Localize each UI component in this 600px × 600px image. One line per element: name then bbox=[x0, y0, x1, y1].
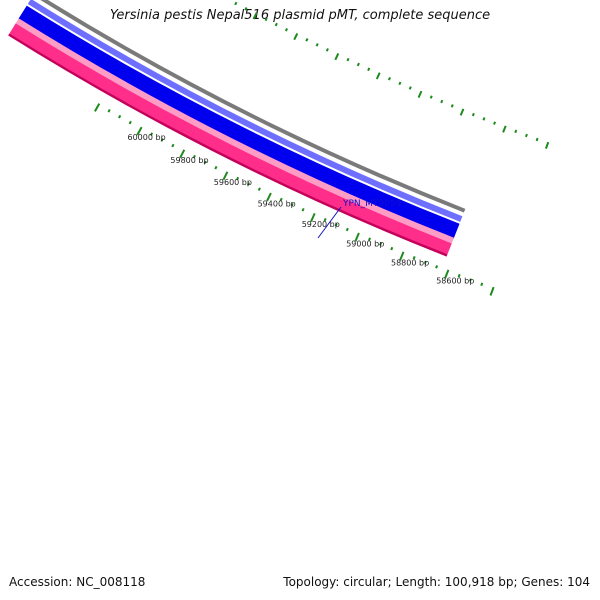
tick-label: 59000 bp bbox=[346, 240, 384, 249]
inner-minor-tick bbox=[244, 7, 248, 11]
minor-tick bbox=[118, 114, 122, 119]
inner-minor-tick bbox=[305, 38, 309, 42]
inner-minor-tick bbox=[325, 48, 329, 52]
minor-tick bbox=[390, 246, 394, 251]
minor-tick bbox=[149, 132, 154, 136]
minor-tick bbox=[203, 160, 207, 165]
inner-minor-tick bbox=[524, 133, 528, 138]
tick-label: 59800 bp bbox=[170, 156, 208, 165]
inner-minor-tick bbox=[450, 104, 454, 108]
minor-tick bbox=[412, 256, 416, 260]
tick-label: 59600 bp bbox=[214, 178, 252, 187]
major-tick bbox=[399, 251, 405, 261]
accession-label: Accession: NC_008118 bbox=[9, 575, 146, 589]
minor-tick bbox=[457, 273, 461, 278]
major-tick bbox=[444, 269, 450, 279]
inner-minor-tick bbox=[471, 112, 475, 117]
gene-labels: YPN_MT0059 bbox=[317, 199, 402, 239]
minor-tick bbox=[480, 282, 484, 287]
minor-tick bbox=[128, 120, 132, 125]
gene-label[interactable]: YPN_MT0059 bbox=[342, 199, 402, 209]
inner-major-tick bbox=[544, 141, 550, 149]
topology-summary: Topology: circular; Length: 100,918 bp; … bbox=[283, 575, 590, 589]
inner-minor-tick bbox=[408, 86, 412, 90]
tracks bbox=[8, 0, 466, 257]
inner-minor-tick bbox=[387, 76, 392, 81]
inner-tick-marks bbox=[234, 1, 550, 149]
inner-major-tick bbox=[252, 12, 258, 20]
minor-tick bbox=[423, 260, 427, 265]
major-tick bbox=[94, 103, 101, 112]
forward-strand-track[interactable] bbox=[9, 23, 452, 255]
minor-tick bbox=[257, 187, 261, 191]
inner-minor-tick bbox=[284, 27, 288, 32]
minor-tick bbox=[107, 109, 111, 113]
minor-tick bbox=[334, 222, 338, 227]
major-tick bbox=[310, 212, 316, 223]
tick-label: 59400 bp bbox=[258, 199, 296, 208]
minor-tick bbox=[246, 182, 251, 186]
major-tick bbox=[354, 232, 360, 242]
minor-tick bbox=[214, 165, 218, 170]
inner-minor-tick bbox=[429, 95, 433, 99]
minor-tick bbox=[379, 242, 383, 246]
minor-tick bbox=[192, 154, 196, 159]
inner-minor-tick bbox=[264, 17, 268, 22]
inner-major-tick bbox=[375, 72, 381, 80]
inner-major-tick bbox=[417, 90, 423, 98]
minor-tick bbox=[279, 197, 283, 202]
minor-tick bbox=[290, 202, 294, 207]
forward-strand-outline bbox=[8, 33, 448, 257]
inner-minor-tick bbox=[367, 67, 371, 72]
minor-tick bbox=[367, 237, 372, 241]
reverse-strand-track[interactable] bbox=[18, 5, 460, 239]
inner-minor-tick bbox=[514, 129, 518, 134]
tick-label: 59200 bp bbox=[302, 220, 340, 229]
backbone-line bbox=[40, 0, 466, 213]
minor-tick bbox=[323, 217, 327, 222]
major-tick bbox=[266, 192, 272, 202]
forward-strand-edge bbox=[15, 18, 454, 244]
major-tick bbox=[489, 286, 495, 296]
major-tick bbox=[136, 126, 143, 136]
inner-major-tick bbox=[459, 108, 465, 116]
inner-minor-tick bbox=[346, 57, 350, 62]
inner-minor-tick bbox=[356, 62, 360, 67]
inner-major-tick bbox=[502, 125, 507, 133]
minor-tick bbox=[160, 138, 164, 142]
inner-minor-tick bbox=[234, 1, 238, 6]
inner-minor-tick bbox=[440, 99, 444, 104]
major-tick bbox=[179, 149, 186, 159]
inner-major-tick bbox=[293, 33, 299, 41]
outer-tick-marks bbox=[94, 103, 495, 296]
inner-minor-tick bbox=[482, 117, 486, 121]
inner-major-tick bbox=[334, 52, 340, 61]
tick-labels: 60000 bp 59800 bp 59600 bp 59400 bp 59200 bp… bbox=[128, 133, 475, 286]
tick-label: 60000 bp bbox=[128, 133, 166, 142]
minor-tick bbox=[171, 143, 175, 148]
gene-label-leader bbox=[317, 206, 342, 239]
tick-label: 58600 bp bbox=[436, 277, 474, 286]
inner-minor-tick bbox=[315, 43, 319, 47]
inner-minor-tick bbox=[535, 137, 539, 142]
minor-tick bbox=[345, 227, 349, 232]
minor-tick bbox=[468, 278, 472, 282]
inner-minor-tick bbox=[493, 121, 497, 125]
minor-tick bbox=[435, 265, 439, 269]
inner-minor-tick bbox=[274, 22, 278, 27]
minor-tick bbox=[301, 207, 305, 212]
map-title: Yersinia pestis Nepal516 plasmid pMT, co… bbox=[109, 8, 491, 23]
major-tick bbox=[222, 171, 229, 181]
minor-tick bbox=[235, 176, 240, 181]
reverse-strand-edge bbox=[27, 0, 463, 222]
inner-minor-tick bbox=[398, 81, 402, 86]
tick-label: 58800 bp bbox=[391, 259, 429, 268]
